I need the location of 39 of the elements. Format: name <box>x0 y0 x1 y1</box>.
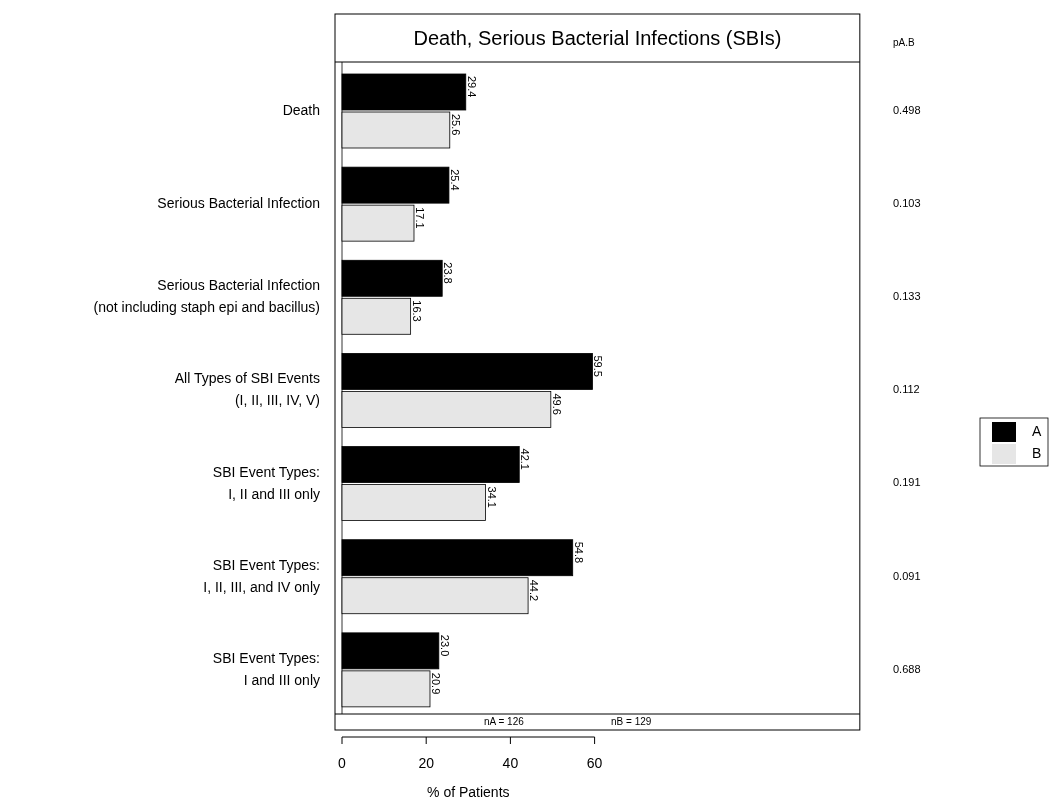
data-label: 42.1 <box>519 448 532 470</box>
data-label: 20.9 <box>429 672 442 695</box>
data-label: 25.6 <box>449 114 462 136</box>
data-label: 29.4 <box>465 76 478 98</box>
text: 0.112 <box>893 383 920 396</box>
y-tick-label: SBI Event Types: I and III only <box>212 649 320 688</box>
legend-label: B <box>1032 444 1042 461</box>
x-tick-label: 60 <box>586 755 603 771</box>
y-tick-label: Death <box>282 101 320 118</box>
data-label: 25.4 <box>448 169 461 191</box>
x-axis-title: % of Patients <box>427 784 510 800</box>
data-label: 23.8 <box>442 262 455 284</box>
y-tick-label: All Types of SBI Events (I, II, III, IV, V) <box>174 370 320 409</box>
text: 0.688 <box>893 662 921 675</box>
x-tick-label: 20 <box>418 755 435 771</box>
text: 0.133 <box>893 290 921 303</box>
x-tick-label: 0 <box>338 755 347 771</box>
data-label: 49.6 <box>550 393 563 415</box>
data-label: 59.5 <box>592 355 605 377</box>
text: 0.091 <box>893 569 921 582</box>
text: pA.B <box>893 37 916 48</box>
y-tick-label: Serious Bacterial Infection (not including staph epi and bacillus) <box>93 276 320 315</box>
y-tick-label: SBI Event Types: I, II, III, and IV only <box>203 556 320 595</box>
data-label: 23.0 <box>438 634 451 657</box>
data-label: 17.1 <box>413 207 426 229</box>
y-tick-label: SBI Event Types: I, II and III only <box>212 463 320 502</box>
legend-label: A <box>1032 422 1042 439</box>
annotation: nA = 126 <box>484 716 525 727</box>
data-label: 16.3 <box>410 300 423 322</box>
y-tick-label: Serious Bacterial Infection <box>157 194 320 211</box>
text: 0.103 <box>893 197 921 210</box>
text: 0.498 <box>893 103 921 116</box>
x-tick-label: 40 <box>502 755 519 771</box>
chart-title: Death, Serious Bacterial Infections (SBIs) <box>413 27 782 49</box>
annotation: nB = 129 <box>611 716 652 727</box>
data-label: 44.2 <box>528 579 541 602</box>
data-label: 54.8 <box>572 541 585 564</box>
data-label: 34.1 <box>485 486 498 508</box>
text: 0.191 <box>893 476 921 489</box>
